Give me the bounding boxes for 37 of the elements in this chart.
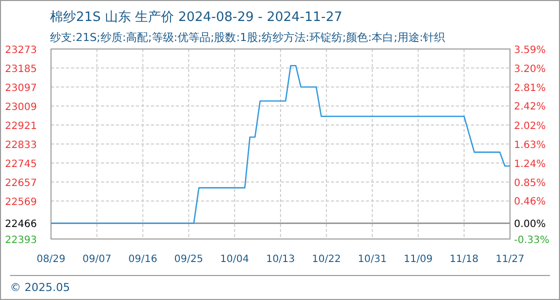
y2-tick-label: 3.20%	[514, 64, 546, 75]
y-tick-label: 22569	[5, 197, 37, 208]
y-tick-label: 22745	[5, 159, 37, 170]
chart-subtitle: 纱支:21S;纱质:高配;等级:优等品;股数:1股;纺纱方法:环锭纺;颜色:本白;用途:针织	[50, 31, 446, 44]
x-tick-label: 10/31	[358, 254, 387, 265]
y-tick-label: 22393	[5, 235, 37, 246]
y-tick-label: 22466	[5, 219, 37, 230]
x-tick-label: 10/04	[220, 254, 250, 265]
y2-tick-label: 0.85%	[514, 178, 546, 189]
y2-tick-label: -0.33%	[514, 235, 550, 246]
x-tick-label: 09/07	[82, 254, 112, 265]
y2-tick-label: 1.63%	[514, 140, 546, 151]
y2-tick-label: 3.59%	[514, 45, 546, 56]
text: © 2025.05	[10, 281, 70, 294]
y-tick-label: 22657	[5, 178, 37, 189]
y2-tick-label: 0.00%	[514, 219, 546, 230]
y-tick-label: 22921	[5, 121, 37, 132]
x-tick-label: 10/22	[312, 254, 341, 265]
y2-tick-label: 0.46%	[514, 196, 546, 208]
y-tick-label: 23097	[5, 83, 37, 94]
y2-tick-label: 2.81%	[514, 82, 546, 94]
x-tick-label: 08/29	[36, 254, 66, 265]
y-tick-label: 23273	[5, 45, 37, 56]
x-tick-label: 11/18	[450, 254, 479, 265]
y-tick-label: 22833	[5, 140, 37, 151]
y2-tick-label: 1.24%	[514, 158, 546, 170]
x-tick-label: 10/13	[266, 254, 295, 265]
y-tick-label: 23009	[5, 102, 37, 113]
x-tick-label: 11/09	[404, 254, 433, 265]
y-tick-label: 23185	[5, 64, 37, 75]
y2-tick-label: 2.02%	[514, 121, 546, 132]
chart-title: 棉纱21S 山东 生产价 2024-08-29 - 2024-11-27	[50, 10, 342, 25]
x-tick-label: 11/27	[496, 254, 524, 265]
x-tick-label: 09/16	[128, 254, 158, 265]
line-series	[50, 64, 511, 224]
x-tick-label: 09/25	[174, 254, 204, 265]
y2-tick-label: 2.42%	[514, 102, 546, 113]
